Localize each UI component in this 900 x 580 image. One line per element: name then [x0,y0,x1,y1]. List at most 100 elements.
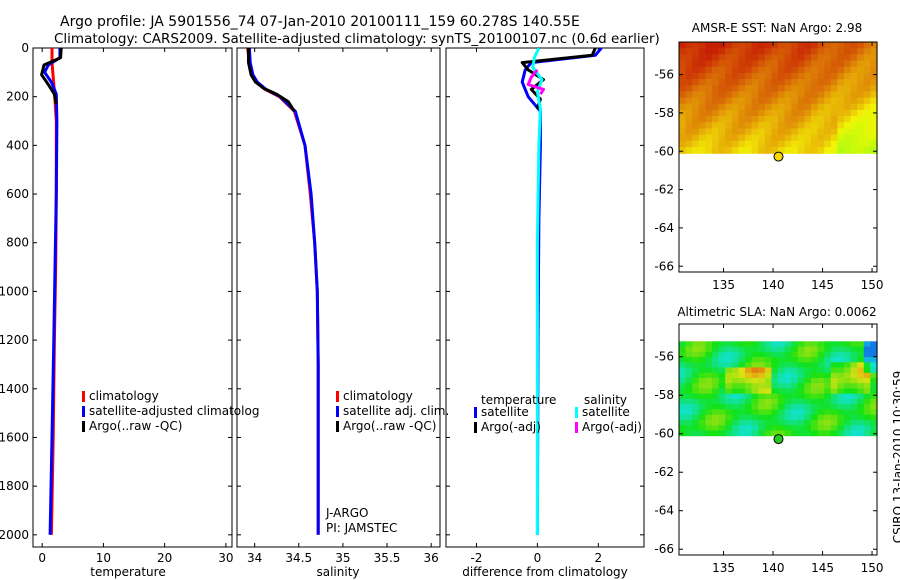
sst-map-cell [771,79,779,86]
sla-map-cell [791,357,799,363]
sla-map-cell [758,346,766,353]
depth-tick-label: 400 [6,138,29,152]
sst-map-cell [824,79,832,86]
sla-map-cell [771,346,779,353]
sla-map-cell [718,404,726,410]
sst-map-cell [738,116,746,123]
sst-map-cell [685,79,693,86]
sst-map-cell [857,134,865,142]
sla-map-cell [725,372,733,379]
sst-map-cell [692,97,700,105]
sla-map-cell [698,351,706,358]
sst-map-cell [764,91,772,99]
sla-map-cell [824,399,832,405]
sla-map-cell [745,414,753,421]
temperature-x-tick-label: 0 [38,551,46,565]
salinity-x-label: salinity [316,565,359,579]
sla-map-cell [850,357,858,363]
sst-map-cell [811,103,819,111]
sst-map-cell [817,134,825,142]
depth-tick-label: 0 [21,41,29,55]
sla-map-cell [738,419,746,426]
sla-map-cell [797,372,805,379]
sst-map-cell [863,79,871,86]
difference-legend-label: satellite [481,405,529,419]
sla-map-cell [758,393,766,400]
sst-map-cell [725,103,733,111]
sla-map-cell [725,378,733,384]
sst-map-cell [791,116,799,123]
sst-map-cell [797,54,805,62]
sla-map-cell [718,409,726,416]
sst-map-cell [745,116,753,123]
sst-map-cell [725,140,733,148]
sst-map-cell [804,103,812,111]
sst-map-cell [771,97,779,105]
sst-map-cell [771,91,779,99]
sla-map-cell [817,388,825,395]
sst-map-cell [850,147,858,154]
sst-map-cell [738,48,746,55]
sst-map-cell [784,109,792,117]
sla-map-cell [692,383,700,389]
sst-map-cell [771,103,779,111]
sst-map-lat-label: -58 [654,106,674,120]
sla-map-cell [817,378,825,384]
sst-map-cell [863,60,871,68]
sst-map-cell [778,147,786,154]
sst-map-cell [830,109,838,117]
sst-map-cell [745,42,753,49]
sst-map-cell [705,72,713,80]
salinity-legend-label: Argo(..raw -QC) [343,419,436,433]
sla-map-cell [698,404,706,410]
sst-map-cell [830,122,838,130]
sst-map-cell [824,122,832,130]
sla-map-cell [778,357,786,363]
sst-map-cell [850,140,858,148]
sla-map-cell [824,425,832,431]
sla-map-cell [870,409,878,416]
sla-map-cell [791,367,799,374]
sst-map-cell [791,147,799,154]
sst-map-cell [758,48,766,55]
sla-map-cell [731,367,739,374]
sst-map-cell [679,91,687,99]
sla-map-cell [764,388,772,395]
sst-map-cell [778,91,786,99]
sst-map-cell [751,134,759,142]
sst-map-cell [764,48,772,55]
sst-map-cell [811,116,819,123]
sst-map-cell [758,147,766,154]
float-annotation-line1: J-ARGO [325,506,368,520]
sla-map-cell [751,346,759,353]
sst-map-lat-label: -56 [654,68,674,82]
sst-map-cell [764,116,772,123]
sst-map-cell [791,48,799,55]
sst-map-cell [817,48,825,55]
sla-map-cell [771,425,779,431]
sst-map-cell [844,54,852,62]
sla-map-cell [863,388,871,395]
sst-map-cell [731,97,739,105]
sla-map-cell [718,378,726,384]
sst-map-cell [778,103,786,111]
sst-map-cell [685,48,693,55]
float-annotation-line2: PI: JAMSTEC [326,521,397,535]
sst-map-cell [857,48,865,55]
sst-map-cell [764,97,772,105]
difference-legend-label: Argo(-adj) [582,420,642,434]
sla-map-cell [764,399,772,405]
sst-map-cell [797,85,805,92]
sla-map-cell [725,383,733,389]
sla-map-cell [863,419,871,426]
sst-map-cell [725,109,733,117]
sst-map-cell [778,54,786,62]
sst-map-cell [712,109,720,117]
sst-map-lat-label: -64 [654,221,674,235]
sla-map-cell [811,362,819,369]
sst-map-cell [758,134,766,142]
sla-map-cell [745,404,753,410]
salinity-x-tick-label: 34 [247,551,262,565]
sla-map-cell [738,404,746,410]
sla-map-cell [758,419,766,426]
